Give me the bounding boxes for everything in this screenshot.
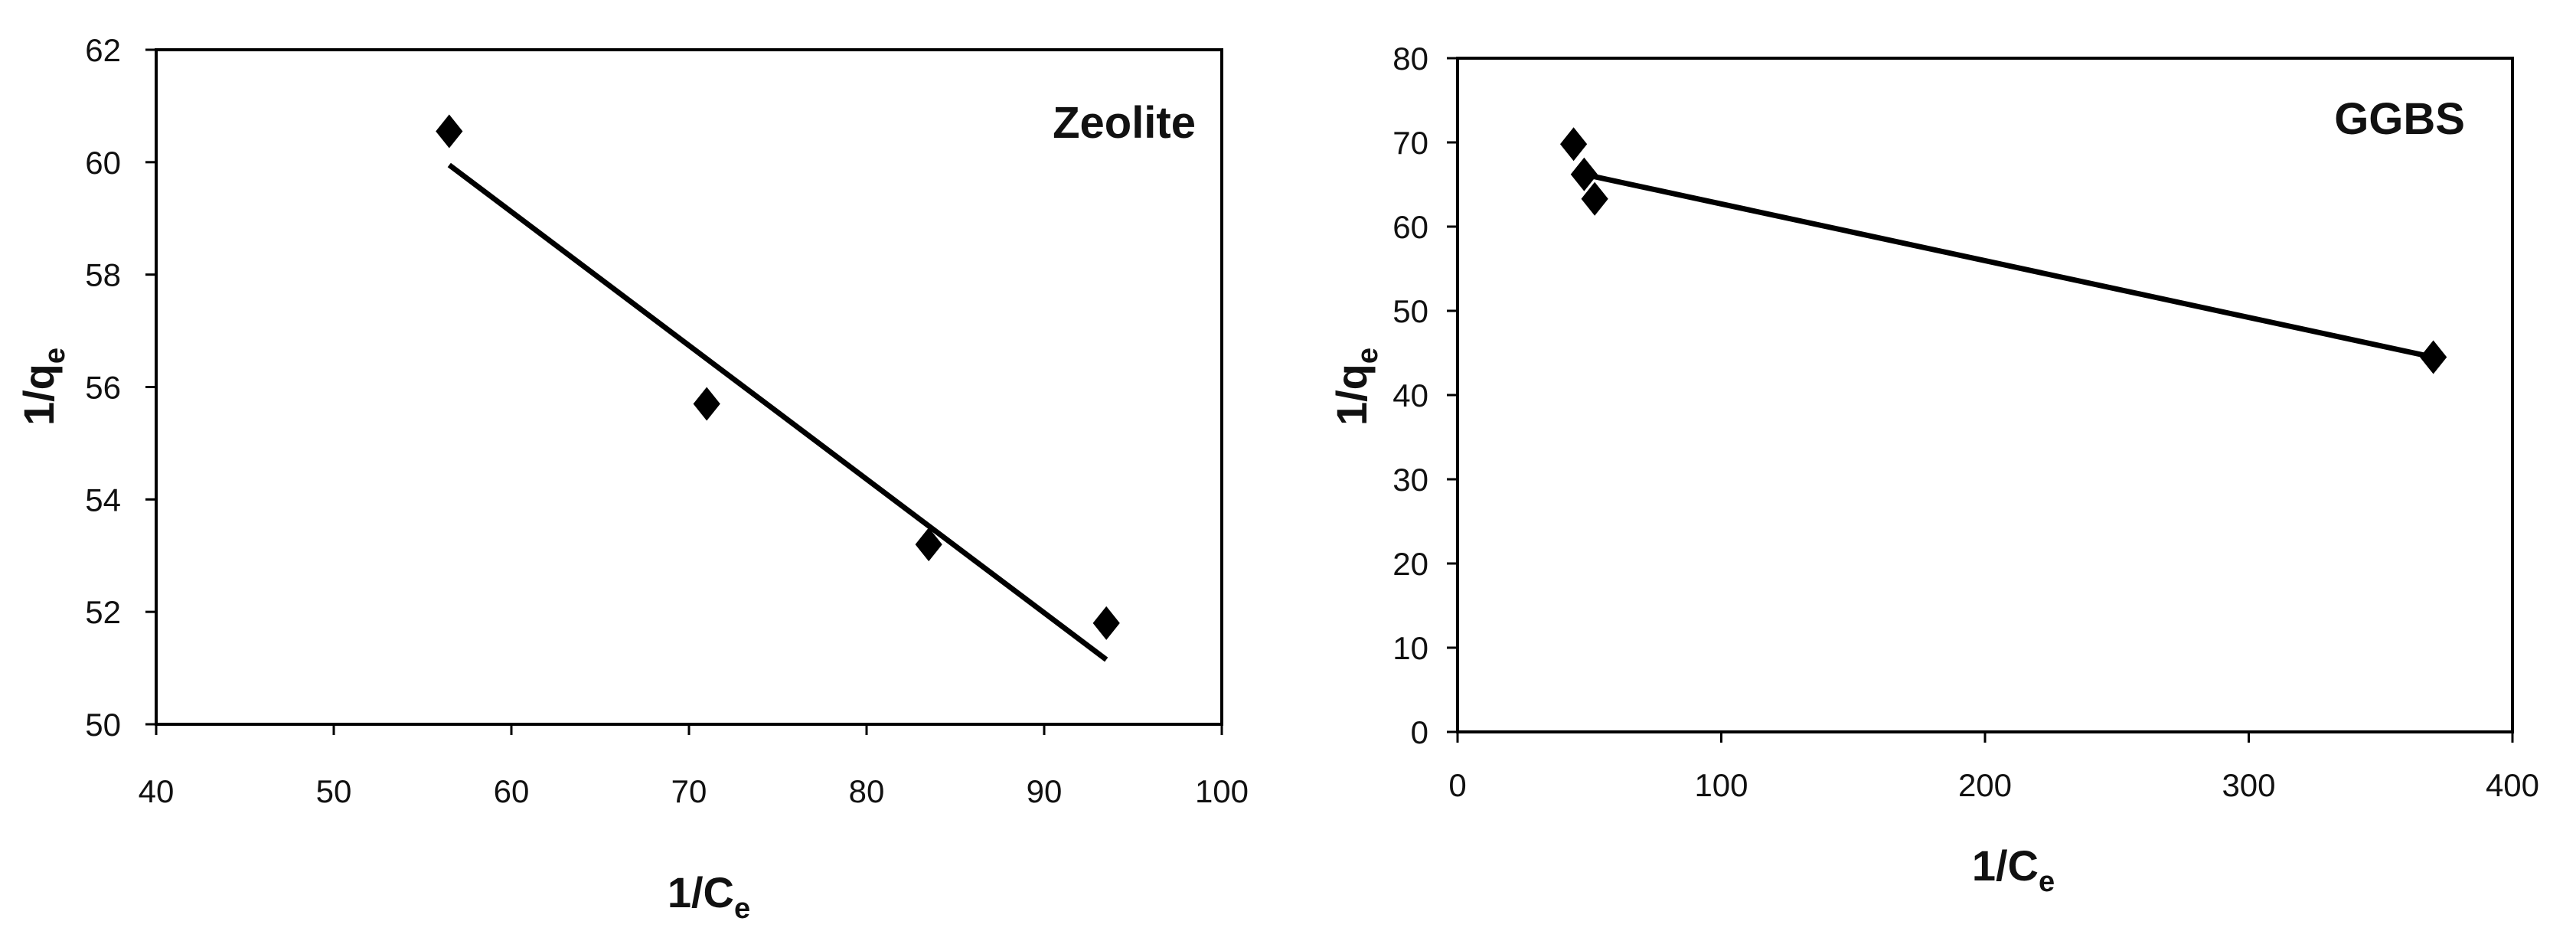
x-tick-label: 100 [1195, 773, 1249, 809]
y-tick-label: 40 [1392, 377, 1428, 413]
y-tick-label: 60 [1392, 209, 1428, 245]
y-tick-label: 50 [1392, 293, 1428, 329]
data-point-marker [693, 387, 720, 421]
x-tick-label: 100 [1694, 767, 1748, 803]
y-tick-label: 80 [1392, 41, 1428, 77]
data-point-marker [436, 114, 463, 149]
x-tick-label: 200 [1958, 767, 2012, 803]
data-point-marker [1092, 606, 1120, 640]
ggbs-x-axis-label: 1/Ce [1972, 841, 2055, 898]
zeolite-panel: 40 50 60 70 80 90 10050525456586062Zeolite1/Ce… [15, 32, 1249, 925]
ggbs-y-axis-label: 1/qe [1327, 348, 1384, 426]
x-tick-label: 50 [316, 773, 352, 809]
y-tick-label: 30 [1392, 462, 1428, 498]
data-point-marker [915, 528, 942, 562]
x-tick-label: 80 [849, 773, 885, 809]
x-tick-label: 60 [494, 773, 530, 809]
zeolite-y-axis-label: 1/qe [15, 348, 71, 426]
zeolite-panel-title: Zeolite [1053, 98, 1196, 148]
data-point-marker [1559, 127, 1588, 162]
zeolite-x-axis-label: 1/Ce [668, 868, 750, 925]
data-point-marker [1570, 157, 1598, 191]
x-axis-label-main: 1/C [668, 868, 734, 916]
x-tick-label: 300 [2222, 767, 2275, 803]
y-tick-label: 58 [85, 257, 121, 293]
x-tick-label: 70 [671, 773, 707, 809]
y-tick-label: 10 [1392, 630, 1428, 666]
data-point-marker [2420, 340, 2447, 374]
y-axis-label-main: 1/q [15, 364, 63, 426]
x-tick-label: 40 [139, 773, 175, 809]
y-tick-label: 0 [1411, 714, 1428, 750]
ggbs-panel-title: GGBS [2334, 94, 2465, 144]
ggbs-plot-frame [1456, 57, 2514, 733]
y-axis-label-main: 1/q [1327, 364, 1376, 426]
y-axis-label-subscript: e [1352, 348, 1384, 364]
y-tick-label: 60 [85, 145, 121, 181]
data-point-marker [1581, 181, 1608, 216]
y-tick-label: 54 [85, 482, 121, 518]
y-tick-label: 50 [85, 707, 121, 743]
x-axis-label-subscript: e [734, 893, 750, 925]
y-tick-label: 70 [1392, 125, 1428, 161]
ggbs-trendline [1583, 171, 2434, 360]
y-tick-label: 62 [85, 32, 121, 68]
x-axis-label-subscript: e [2039, 866, 2055, 898]
ggbs-panel: 0 100 200 300 40001020304050607080GGBS1/Ce1/… [1327, 41, 2539, 898]
y-axis-label-subscript: e [39, 348, 71, 364]
x-tick-label: 0 [1448, 767, 1466, 803]
y-tick-label: 20 [1392, 546, 1428, 582]
x-axis-label-main: 1/C [1972, 841, 2039, 890]
x-tick-label: 90 [1027, 773, 1063, 809]
zeolite-trendline [447, 162, 1108, 662]
x-tick-label: 400 [2486, 767, 2539, 803]
y-tick-label: 56 [85, 370, 121, 406]
y-tick-label: 52 [85, 594, 121, 630]
